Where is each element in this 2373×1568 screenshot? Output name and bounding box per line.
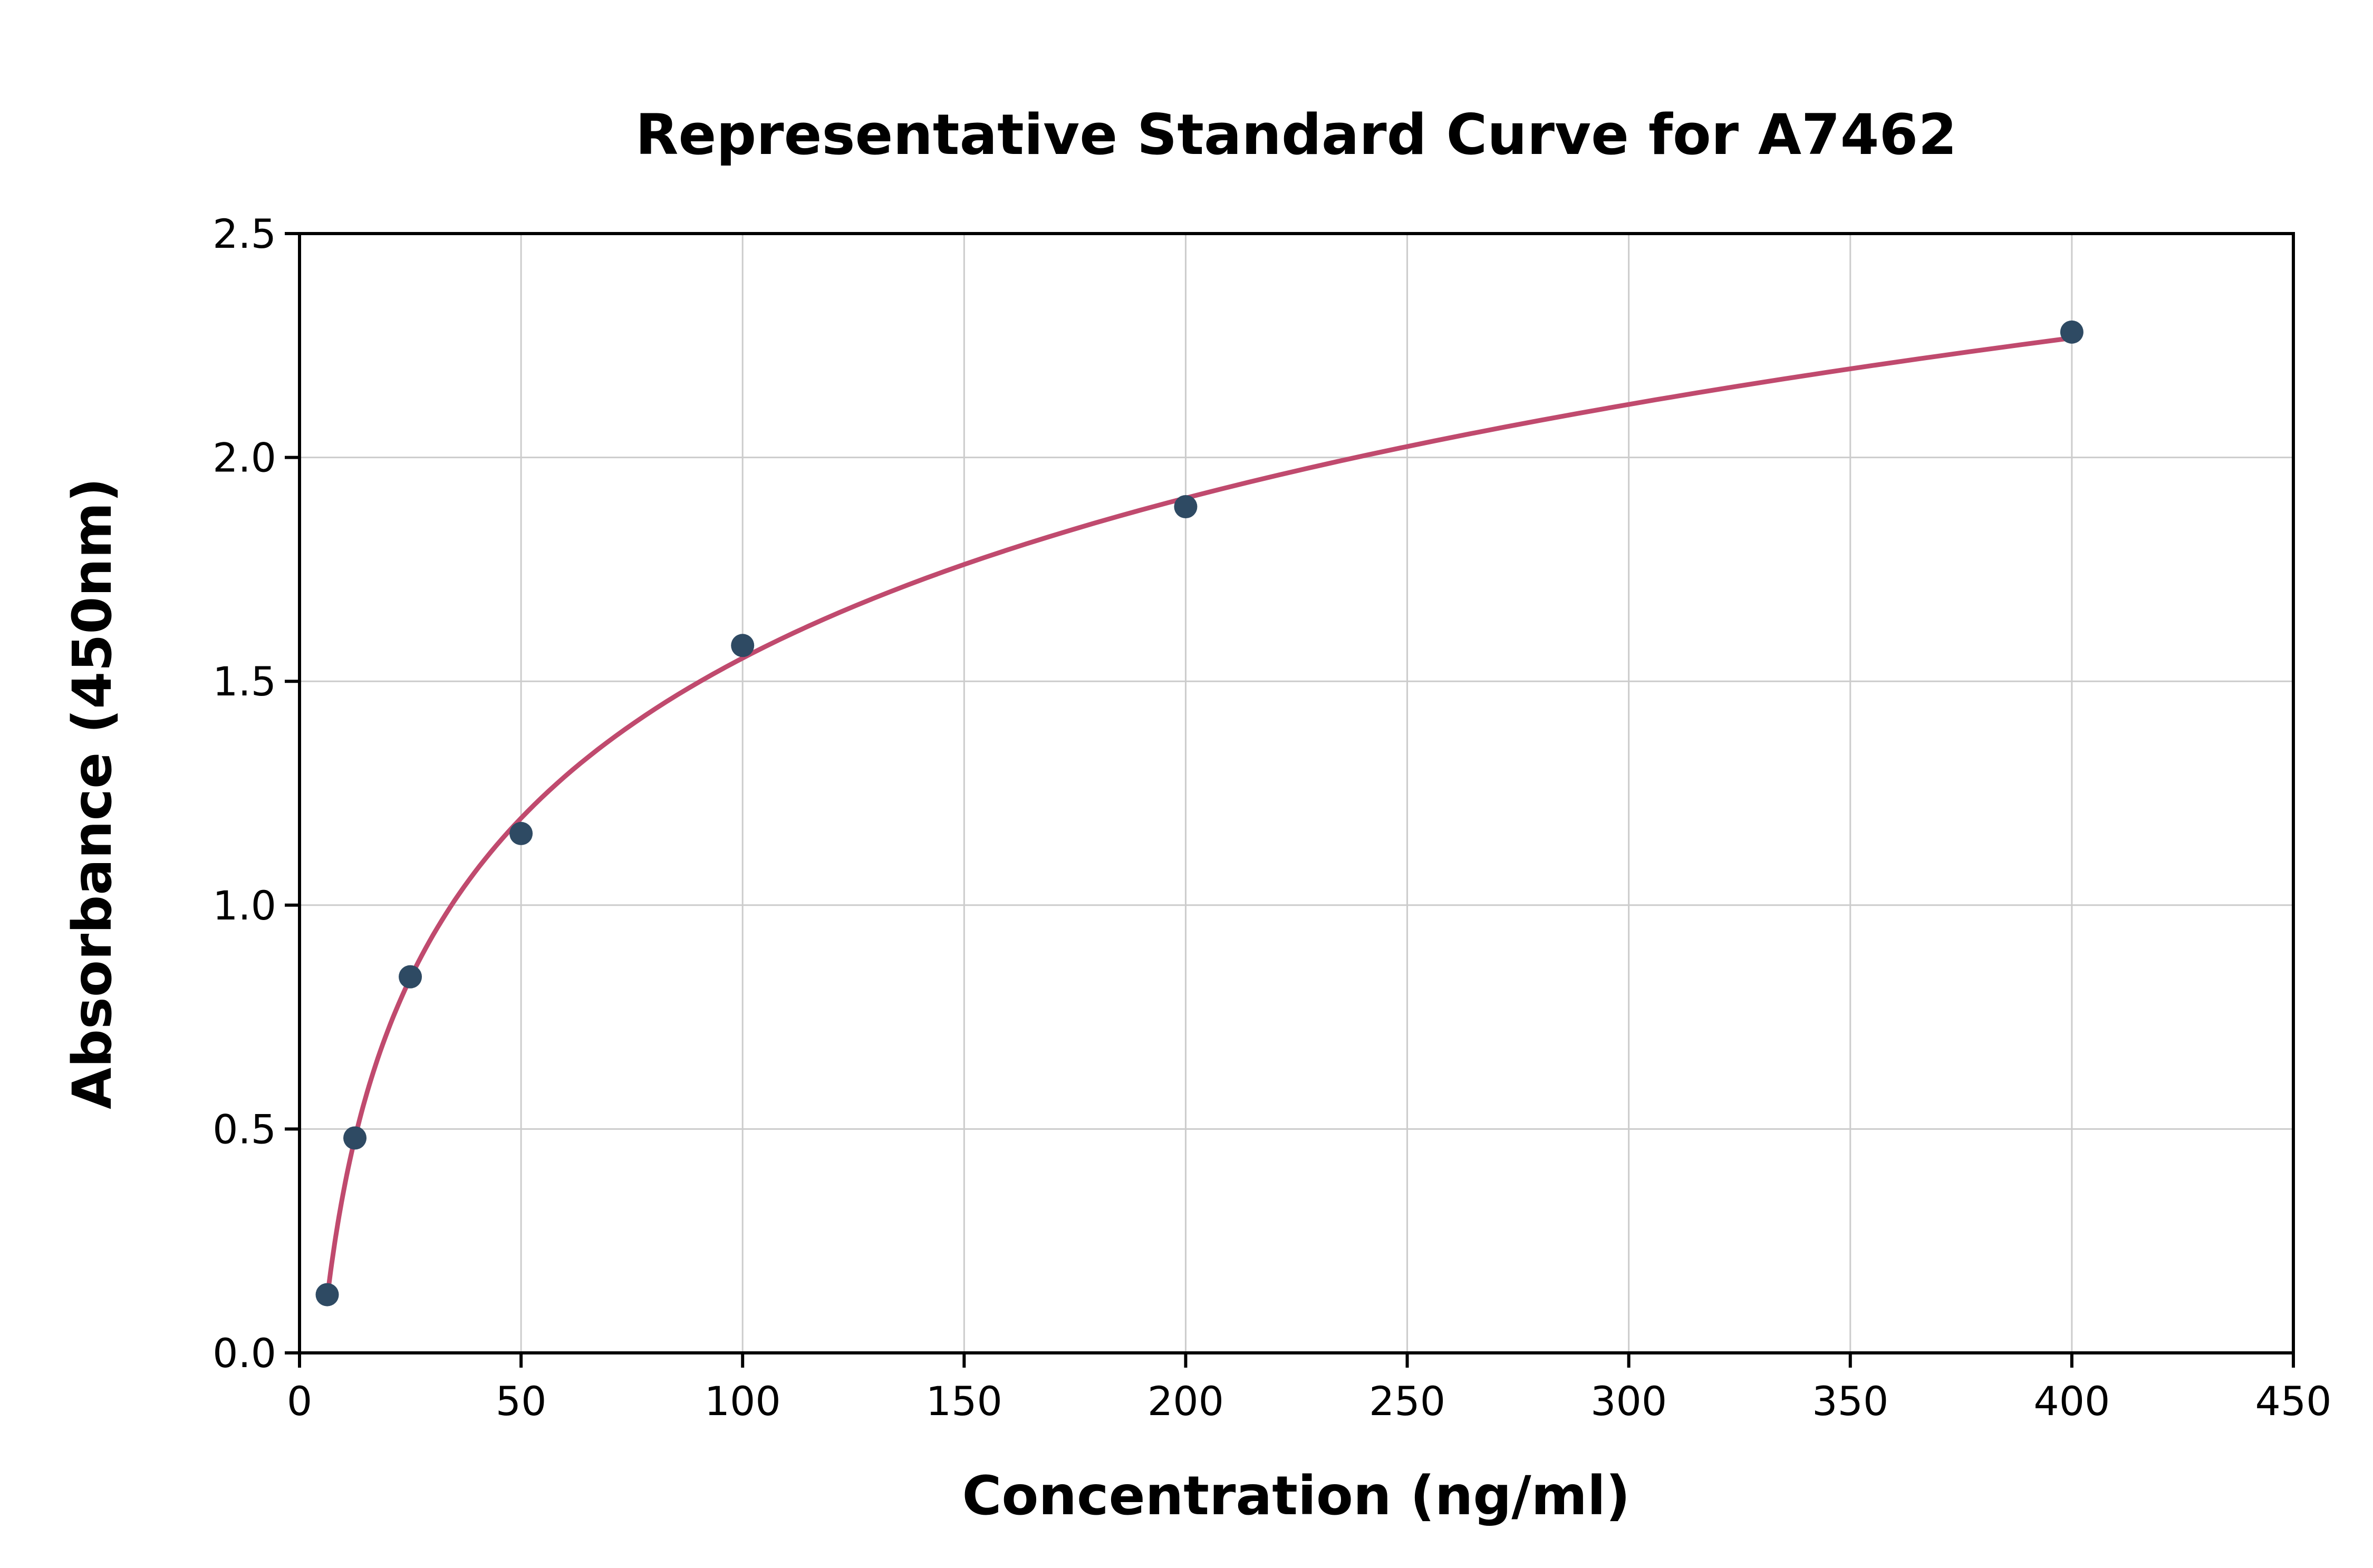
data-point (1174, 495, 1198, 519)
x-tick-label: 450 (2255, 1378, 2331, 1425)
x-axis-label: Concentration (ng/ml) (962, 1465, 1631, 1527)
x-tick-label: 50 (496, 1378, 547, 1425)
data-point (343, 1126, 367, 1150)
data-point (399, 965, 422, 989)
y-tick-label: 1.0 (213, 882, 276, 929)
data-point (315, 1283, 339, 1306)
x-tick-label: 400 (2033, 1378, 2110, 1425)
y-tick-label: 0.5 (213, 1106, 276, 1153)
y-tick-label: 0.0 (213, 1330, 276, 1377)
x-tick-label: 100 (705, 1378, 781, 1425)
x-tick-label: 0 (287, 1378, 312, 1425)
chart-title: Representative Standard Curve for A7462 (635, 102, 1957, 167)
x-tick-label: 150 (926, 1378, 1002, 1425)
x-tick-label: 200 (1147, 1378, 1224, 1425)
points-layer (315, 320, 2083, 1306)
fit-curve (325, 335, 2075, 1301)
x-tick-label: 250 (1369, 1378, 1445, 1425)
x-tick-label: 300 (1590, 1378, 1667, 1425)
data-point (2060, 320, 2083, 344)
data-point (731, 634, 755, 657)
y-tick-label: 2.5 (213, 210, 276, 257)
x-tick-label: 350 (1812, 1378, 1888, 1425)
grid (300, 234, 2293, 1353)
y-axis-label: Absorbance (450nm) (61, 478, 124, 1109)
tick-labels: 0 50 100 150 200 250 300 350 400 450 0.0 0.5 1.0 1.5 2… (213, 210, 2331, 1425)
axes-layer (285, 232, 2295, 1368)
y-tick-label: 1.5 (213, 658, 276, 705)
data-point (509, 821, 533, 845)
curve-layer (325, 335, 2075, 1301)
y-tick-label: 2.0 (213, 434, 276, 481)
plot-border (298, 232, 2295, 1354)
